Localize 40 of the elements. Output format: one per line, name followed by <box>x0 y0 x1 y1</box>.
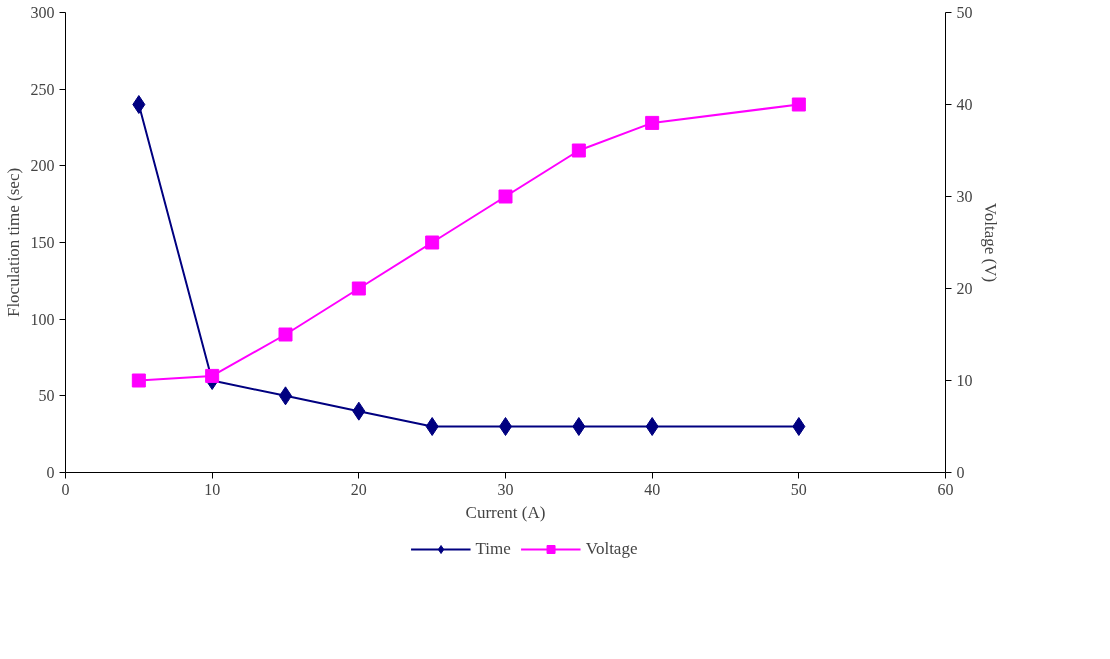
point <box>792 417 806 436</box>
legend-label: Voltage <box>585 539 638 559</box>
x-tick-label: 0 <box>61 480 70 498</box>
y-tick-label: 150 <box>30 234 55 251</box>
point <box>425 417 439 436</box>
x-tick-label: 60 <box>937 480 954 498</box>
x-axis-title: Current (A) <box>465 502 546 522</box>
y-tick-label: 200 <box>30 157 55 175</box>
point <box>351 281 366 296</box>
y-axis-title: Floculation time (sec) <box>3 167 23 318</box>
point <box>352 401 366 421</box>
y2-tick-label: 50 <box>956 4 973 21</box>
point <box>132 95 146 114</box>
y2-tick-label: 10 <box>956 372 973 389</box>
point <box>645 115 660 130</box>
y-tick-label: 0 <box>46 464 55 481</box>
legend-label: Time <box>475 539 511 559</box>
x-tick-label: 10 <box>204 480 221 498</box>
point <box>571 143 586 158</box>
point <box>205 368 220 383</box>
point <box>572 417 586 436</box>
y2-tick-label: 0 <box>956 464 965 481</box>
point <box>425 235 440 250</box>
point <box>131 373 146 388</box>
y-tick-label: 100 <box>30 310 55 328</box>
point <box>278 327 293 342</box>
x-tick-label: 40 <box>644 480 661 498</box>
point <box>791 97 806 112</box>
y2-axis-title: Voltage (V) <box>980 202 1000 283</box>
y2-tick-label: 40 <box>956 96 973 113</box>
y-tick-label: 50 <box>38 387 55 405</box>
point <box>645 417 659 436</box>
point <box>498 189 513 204</box>
x-tick-label: 30 <box>497 480 514 498</box>
y2-tick-label: 30 <box>956 188 973 205</box>
y-tick-label: 300 <box>30 4 55 21</box>
x-tick-label: 20 <box>350 480 367 498</box>
y2-tick-label: 20 <box>956 280 973 297</box>
x-tick-label: 50 <box>790 480 807 498</box>
y-tick-label: 250 <box>30 80 55 98</box>
